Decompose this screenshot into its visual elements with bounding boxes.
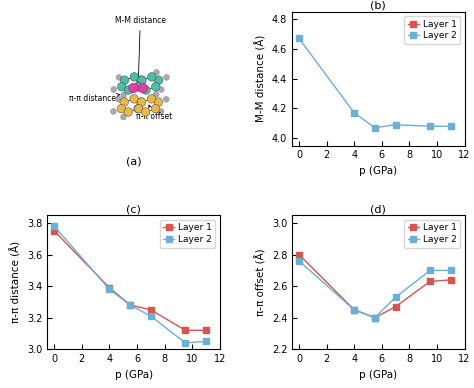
- Layer 2: [372, 125, 378, 130]
- Circle shape: [154, 69, 159, 75]
- Y-axis label: π-π distance (Å): π-π distance (Å): [10, 241, 22, 323]
- Layer 2: [393, 295, 399, 300]
- Title: (b): (b): [371, 1, 386, 11]
- Layer 1: [296, 252, 302, 257]
- Circle shape: [116, 97, 122, 102]
- Text: π-π offset: π-π offset: [136, 105, 172, 121]
- Title: (c): (c): [126, 204, 141, 215]
- Circle shape: [137, 98, 145, 106]
- Text: M-M distance: M-M distance: [115, 16, 166, 84]
- Layer 1: [372, 315, 378, 320]
- Layer 2: [296, 259, 302, 263]
- Layer 1: [182, 328, 188, 333]
- Circle shape: [147, 73, 156, 81]
- X-axis label: p (GPa): p (GPa): [115, 370, 153, 379]
- Circle shape: [134, 104, 142, 113]
- Layer 2: [372, 315, 378, 320]
- Layer 1: [448, 277, 454, 282]
- Circle shape: [117, 104, 126, 113]
- Layer 1: [427, 279, 433, 284]
- Circle shape: [141, 108, 150, 116]
- Text: π-π distance: π-π distance: [69, 94, 120, 103]
- Circle shape: [154, 98, 163, 106]
- Layer 2: [351, 307, 357, 312]
- Text: (a): (a): [126, 156, 141, 166]
- Circle shape: [142, 86, 150, 94]
- Layer 1: [128, 303, 133, 307]
- X-axis label: p (GPa): p (GPa): [359, 370, 397, 379]
- Legend: Layer 1, Layer 2: Layer 1, Layer 2: [160, 220, 215, 248]
- Circle shape: [164, 97, 169, 102]
- Layer 2: [351, 111, 357, 115]
- Circle shape: [110, 109, 117, 114]
- Circle shape: [118, 83, 126, 91]
- Circle shape: [158, 87, 164, 92]
- Circle shape: [135, 104, 143, 113]
- Line: Layer 1: Layer 1: [52, 228, 209, 333]
- Layer 1: [351, 307, 357, 312]
- Line: Layer 2: Layer 2: [52, 223, 209, 346]
- Circle shape: [147, 95, 156, 103]
- Layer 2: [427, 268, 433, 273]
- Layer 2: [203, 339, 209, 344]
- Circle shape: [120, 114, 127, 120]
- Circle shape: [138, 83, 147, 93]
- Circle shape: [134, 83, 143, 91]
- Layer 2: [182, 341, 188, 345]
- Circle shape: [155, 76, 163, 85]
- Line: Layer 2: Layer 2: [296, 258, 454, 320]
- Layer 2: [427, 124, 433, 128]
- Layer 1: [203, 328, 209, 333]
- X-axis label: p (GPa): p (GPa): [359, 166, 397, 176]
- Circle shape: [130, 73, 138, 81]
- Line: Layer 1: Layer 1: [296, 252, 454, 320]
- Circle shape: [124, 86, 133, 94]
- Circle shape: [164, 74, 170, 80]
- Circle shape: [137, 76, 146, 85]
- Circle shape: [120, 98, 128, 106]
- Legend: Layer 1, Layer 2: Layer 1, Layer 2: [404, 220, 460, 248]
- Layer 1: [148, 307, 154, 312]
- Layer 2: [52, 224, 57, 229]
- Line: Layer 2: Layer 2: [296, 36, 454, 130]
- Layer 1: [107, 286, 112, 290]
- Circle shape: [135, 83, 143, 91]
- Circle shape: [158, 109, 164, 114]
- Circle shape: [124, 108, 133, 116]
- Layer 2: [107, 287, 112, 292]
- Layer 1: [393, 304, 399, 309]
- Layer 1: [52, 229, 57, 233]
- Circle shape: [151, 104, 160, 113]
- Circle shape: [153, 91, 159, 97]
- Layer 2: [296, 36, 302, 41]
- Circle shape: [111, 87, 117, 92]
- Layer 2: [128, 303, 133, 307]
- Y-axis label: π-π offset (Å): π-π offset (Å): [255, 248, 266, 316]
- Circle shape: [120, 76, 129, 85]
- Layer 2: [148, 314, 154, 319]
- Layer 2: [448, 268, 454, 273]
- Circle shape: [137, 98, 146, 106]
- Title: (d): (d): [370, 204, 386, 215]
- Layer 2: [448, 124, 454, 128]
- Circle shape: [121, 92, 127, 98]
- Circle shape: [152, 83, 160, 91]
- Y-axis label: M-M distance (Å): M-M distance (Å): [255, 35, 266, 122]
- Circle shape: [116, 74, 122, 80]
- Circle shape: [137, 76, 146, 85]
- Layer 2: [393, 123, 399, 127]
- Circle shape: [130, 95, 138, 103]
- Circle shape: [128, 83, 138, 93]
- Legend: Layer 1, Layer 2: Layer 1, Layer 2: [404, 16, 460, 44]
